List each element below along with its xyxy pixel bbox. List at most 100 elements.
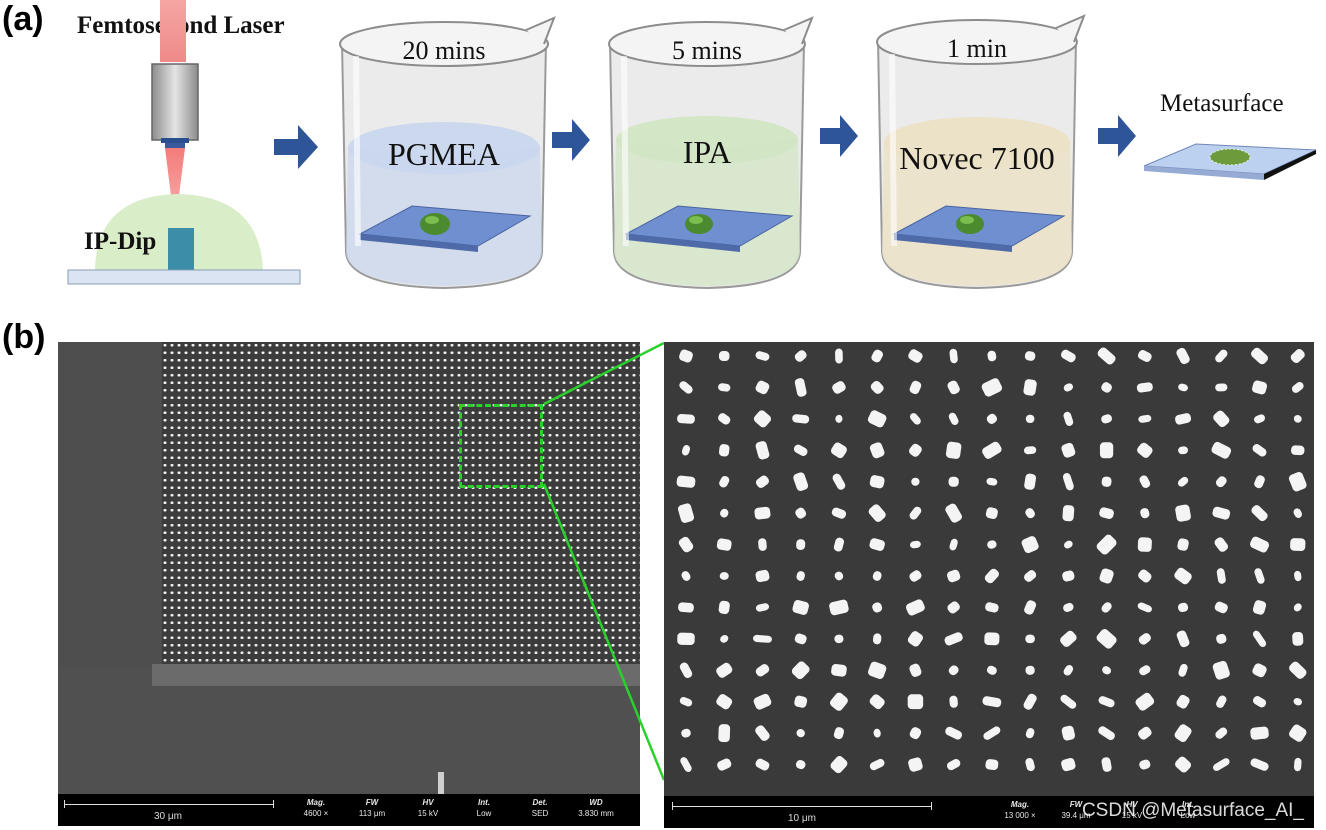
nanopillar <box>1215 383 1228 392</box>
nanopillar <box>1139 475 1151 488</box>
sem-meta-item: Mag. 4600 × <box>290 797 342 819</box>
nanopillar <box>1061 757 1076 772</box>
nanopillar <box>905 599 925 616</box>
nanopillar <box>719 572 729 580</box>
nanopillar <box>983 726 1001 740</box>
nanopillar <box>1139 665 1151 676</box>
nanopillar <box>1024 351 1036 361</box>
nanopillar <box>1025 665 1035 675</box>
nanopillar <box>831 507 847 519</box>
nanopillar <box>1063 602 1074 612</box>
nanopillar <box>1252 663 1267 678</box>
nanopillar <box>1023 693 1037 710</box>
solvent-name: Novec 7100 <box>899 140 1055 176</box>
nanopillar <box>679 697 693 707</box>
nanopillar <box>1176 630 1190 648</box>
nanopillar <box>870 380 884 394</box>
nanopillar <box>987 540 997 549</box>
sem-meta-item: WD 3.830 mm <box>570 797 622 819</box>
nanopillar <box>834 634 844 644</box>
nanopillar <box>1061 725 1076 741</box>
nanopillar <box>1251 505 1268 522</box>
nanopillar <box>1213 410 1230 428</box>
nanopillar <box>871 349 884 363</box>
zoom-region-box <box>459 404 543 488</box>
nanopillar <box>946 569 961 583</box>
nanopillar <box>909 570 922 582</box>
sem-meta-value: Low <box>1180 811 1196 820</box>
zoom-connector <box>542 341 666 781</box>
nanopillar <box>1023 379 1037 396</box>
nanopillar <box>1177 538 1189 551</box>
nanopillar <box>948 476 959 487</box>
nanopillar <box>793 472 809 492</box>
nanopillar <box>793 444 808 456</box>
nanopillar <box>752 634 772 643</box>
nanopillar <box>1212 506 1231 520</box>
nanopillar <box>1025 728 1035 739</box>
substrate-region-left <box>58 342 162 692</box>
nanopillar <box>909 663 922 677</box>
nanopillar <box>1293 415 1302 423</box>
nanopillar <box>835 348 843 364</box>
arrow-2 <box>552 119 590 161</box>
nanopillar <box>869 758 885 771</box>
nanopillar <box>753 410 772 428</box>
nanopillar <box>1250 758 1269 771</box>
nanopillar <box>1214 601 1228 614</box>
nanopillar <box>794 350 807 362</box>
nanopillar <box>1024 600 1037 615</box>
beaker-pgmea: 20 mins PGMEA <box>328 16 560 292</box>
nanopillar <box>718 600 730 615</box>
nanopillar <box>1293 603 1302 612</box>
nanopillar <box>681 571 691 581</box>
nanopillar <box>758 538 767 551</box>
arrow-3 <box>820 115 858 157</box>
nanopillar <box>1099 507 1114 519</box>
nanopillar <box>1099 568 1114 584</box>
nanopillar <box>911 477 920 486</box>
nanopillar <box>1138 633 1151 645</box>
nanopillar <box>718 351 730 361</box>
nanopillar <box>833 537 845 552</box>
nanopillar <box>832 381 846 394</box>
sem-meta-key: WD <box>589 798 603 807</box>
scale-bar-label: 30 μm <box>154 811 182 822</box>
sem-image-overview: 30 μm Mag. 4600 × FW 113 μm HV 15 kV Int. Low De… <box>58 342 640 826</box>
nanopillar <box>1060 694 1077 709</box>
nanopillar <box>679 662 693 679</box>
printed-structure <box>168 228 194 272</box>
objective-lens <box>151 63 199 141</box>
nanopillar <box>1254 568 1265 584</box>
nanopillar <box>909 506 922 520</box>
focused-beam <box>165 148 185 228</box>
nanopillar <box>1176 694 1190 709</box>
nanopillar <box>1096 629 1117 649</box>
nanopillar <box>1060 630 1077 647</box>
nanopillar <box>945 726 963 740</box>
nanopillar <box>945 503 962 523</box>
nanopillar <box>947 601 960 614</box>
nanopillar <box>1098 696 1115 708</box>
nanopillar <box>1215 727 1228 739</box>
nanopillar <box>1174 724 1192 743</box>
nanopillar <box>1064 540 1073 549</box>
nanopillar <box>676 475 696 488</box>
nanopillar <box>1063 665 1074 676</box>
nanopillar <box>831 663 847 677</box>
nanopillar <box>1252 630 1267 648</box>
nanopillar <box>1250 536 1270 553</box>
sem-meta-value: 113 μm <box>358 809 386 818</box>
sem-meta-value: 13 000 × <box>1004 811 1036 820</box>
sem-meta-item: Int. Low <box>1162 799 1214 821</box>
nanopillar <box>909 380 922 395</box>
nanopillar <box>1251 347 1269 365</box>
nanopillar <box>1252 600 1267 615</box>
nanopillar <box>869 538 885 551</box>
sem-meta-item: HV 15 kV <box>1106 799 1158 821</box>
nanopillar <box>719 475 730 488</box>
nanopillar <box>1290 538 1306 552</box>
nanopillar <box>945 441 962 459</box>
sem-meta-key: FW <box>365 798 379 807</box>
nanopillar <box>981 378 1003 397</box>
